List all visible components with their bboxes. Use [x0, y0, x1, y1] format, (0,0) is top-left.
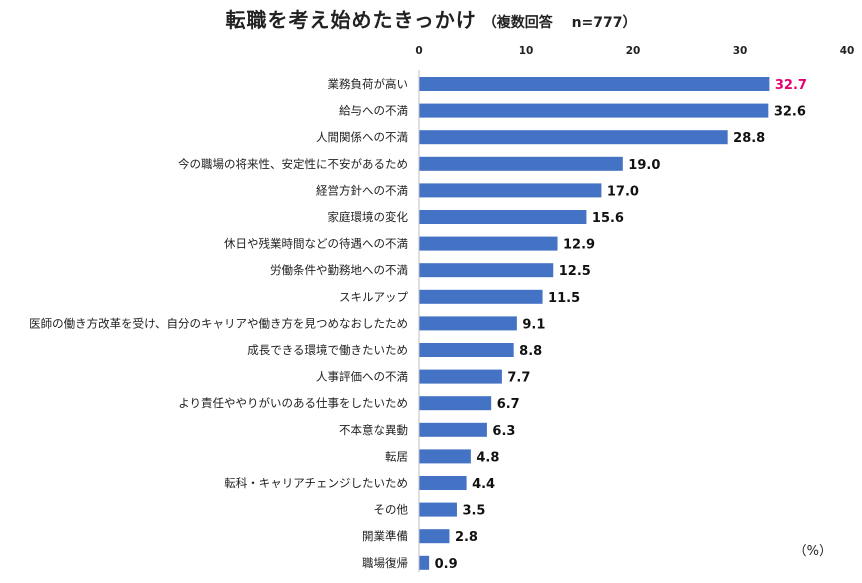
category-label: 人間関係への不満: [316, 130, 408, 144]
category-label: 転居: [385, 449, 408, 463]
category-label: 医師の働き方改革を受け、自分のキャリアや働き方を見つめなおしたため: [29, 316, 408, 330]
value-label: 17.0: [607, 184, 639, 199]
bar: [419, 502, 457, 517]
category-label: 職場復帰: [362, 556, 408, 570]
bar: [419, 476, 467, 490]
bar: [419, 183, 602, 198]
x-tick-label: 0: [415, 45, 422, 57]
value-label: 12.9: [563, 238, 595, 253]
chart-title: 転職を考え始めたきっかけ: [225, 8, 477, 32]
category-label: 不本意な異動: [339, 423, 408, 437]
bar: [419, 210, 587, 224]
bar: [419, 103, 769, 118]
value-label: 28.8: [733, 131, 765, 146]
bar: [419, 396, 492, 411]
bar: [419, 529, 450, 544]
category-label: 給与への不満: [339, 104, 408, 118]
bar: [419, 343, 514, 357]
category-label: 休日や残業時間などの待遇への不満: [224, 237, 408, 251]
category-label: 人事評価への不満: [316, 370, 408, 384]
category-label: 労働条件や勤務地への不満: [270, 263, 408, 277]
value-label: 3.5: [462, 504, 485, 519]
value-label: 0.9: [435, 557, 458, 572]
bar: [419, 156, 623, 171]
category-label: 転科・キャリアチェンジしたいため: [224, 476, 408, 490]
value-label: 6.7: [497, 397, 520, 412]
bar: [419, 555, 430, 570]
category-label: 成長できる環境で働きたいため: [247, 343, 408, 357]
bar: [419, 422, 487, 437]
value-label: 32.6: [774, 105, 806, 120]
value-label: 2.8: [455, 530, 478, 545]
bar: [419, 130, 728, 145]
value-label: 4.4: [472, 477, 495, 492]
category-label: 業務負荷が高い: [328, 77, 409, 91]
category-label: 家庭環境の変化: [328, 210, 409, 224]
category-label: その他: [374, 503, 409, 517]
category-label: より責任ややりがいのある仕事をしたいため: [178, 396, 408, 410]
value-label: 6.3: [492, 424, 515, 439]
x-tick-label: 10: [519, 45, 534, 57]
value-label: 19.0: [628, 158, 660, 173]
bar: [419, 236, 558, 251]
bar: [419, 449, 471, 464]
value-label: 12.5: [559, 264, 591, 279]
bar: [419, 316, 517, 331]
bar: [419, 289, 543, 304]
value-label: 4.8: [476, 450, 499, 465]
chart-subtitle: （複数回答 n=777）: [482, 15, 637, 31]
value-label: 8.8: [519, 344, 542, 359]
chart-title-block: 転職を考え始めたきっかけ （複数回答 n=777）: [0, 4, 862, 33]
unit-label: （%）: [793, 544, 832, 559]
category-label: 経営方針への不満: [316, 183, 408, 197]
category-label: 今の職場の将来性、安定性に不安があるため: [178, 157, 408, 171]
bar: [419, 77, 770, 91]
value-label: 9.1: [522, 317, 545, 332]
category-label: スキルアップ: [339, 290, 408, 304]
bar: [419, 369, 502, 384]
category-label: 開業準備: [362, 529, 408, 543]
x-tick-label: 30: [733, 45, 748, 57]
value-label: 15.6: [592, 211, 624, 226]
x-tick-label: 20: [626, 45, 641, 57]
value-label: 11.5: [548, 291, 580, 306]
value-label: 32.7: [775, 78, 807, 93]
x-tick-label: 40: [840, 45, 855, 57]
bar: [419, 263, 554, 278]
value-label: 7.7: [507, 371, 530, 386]
